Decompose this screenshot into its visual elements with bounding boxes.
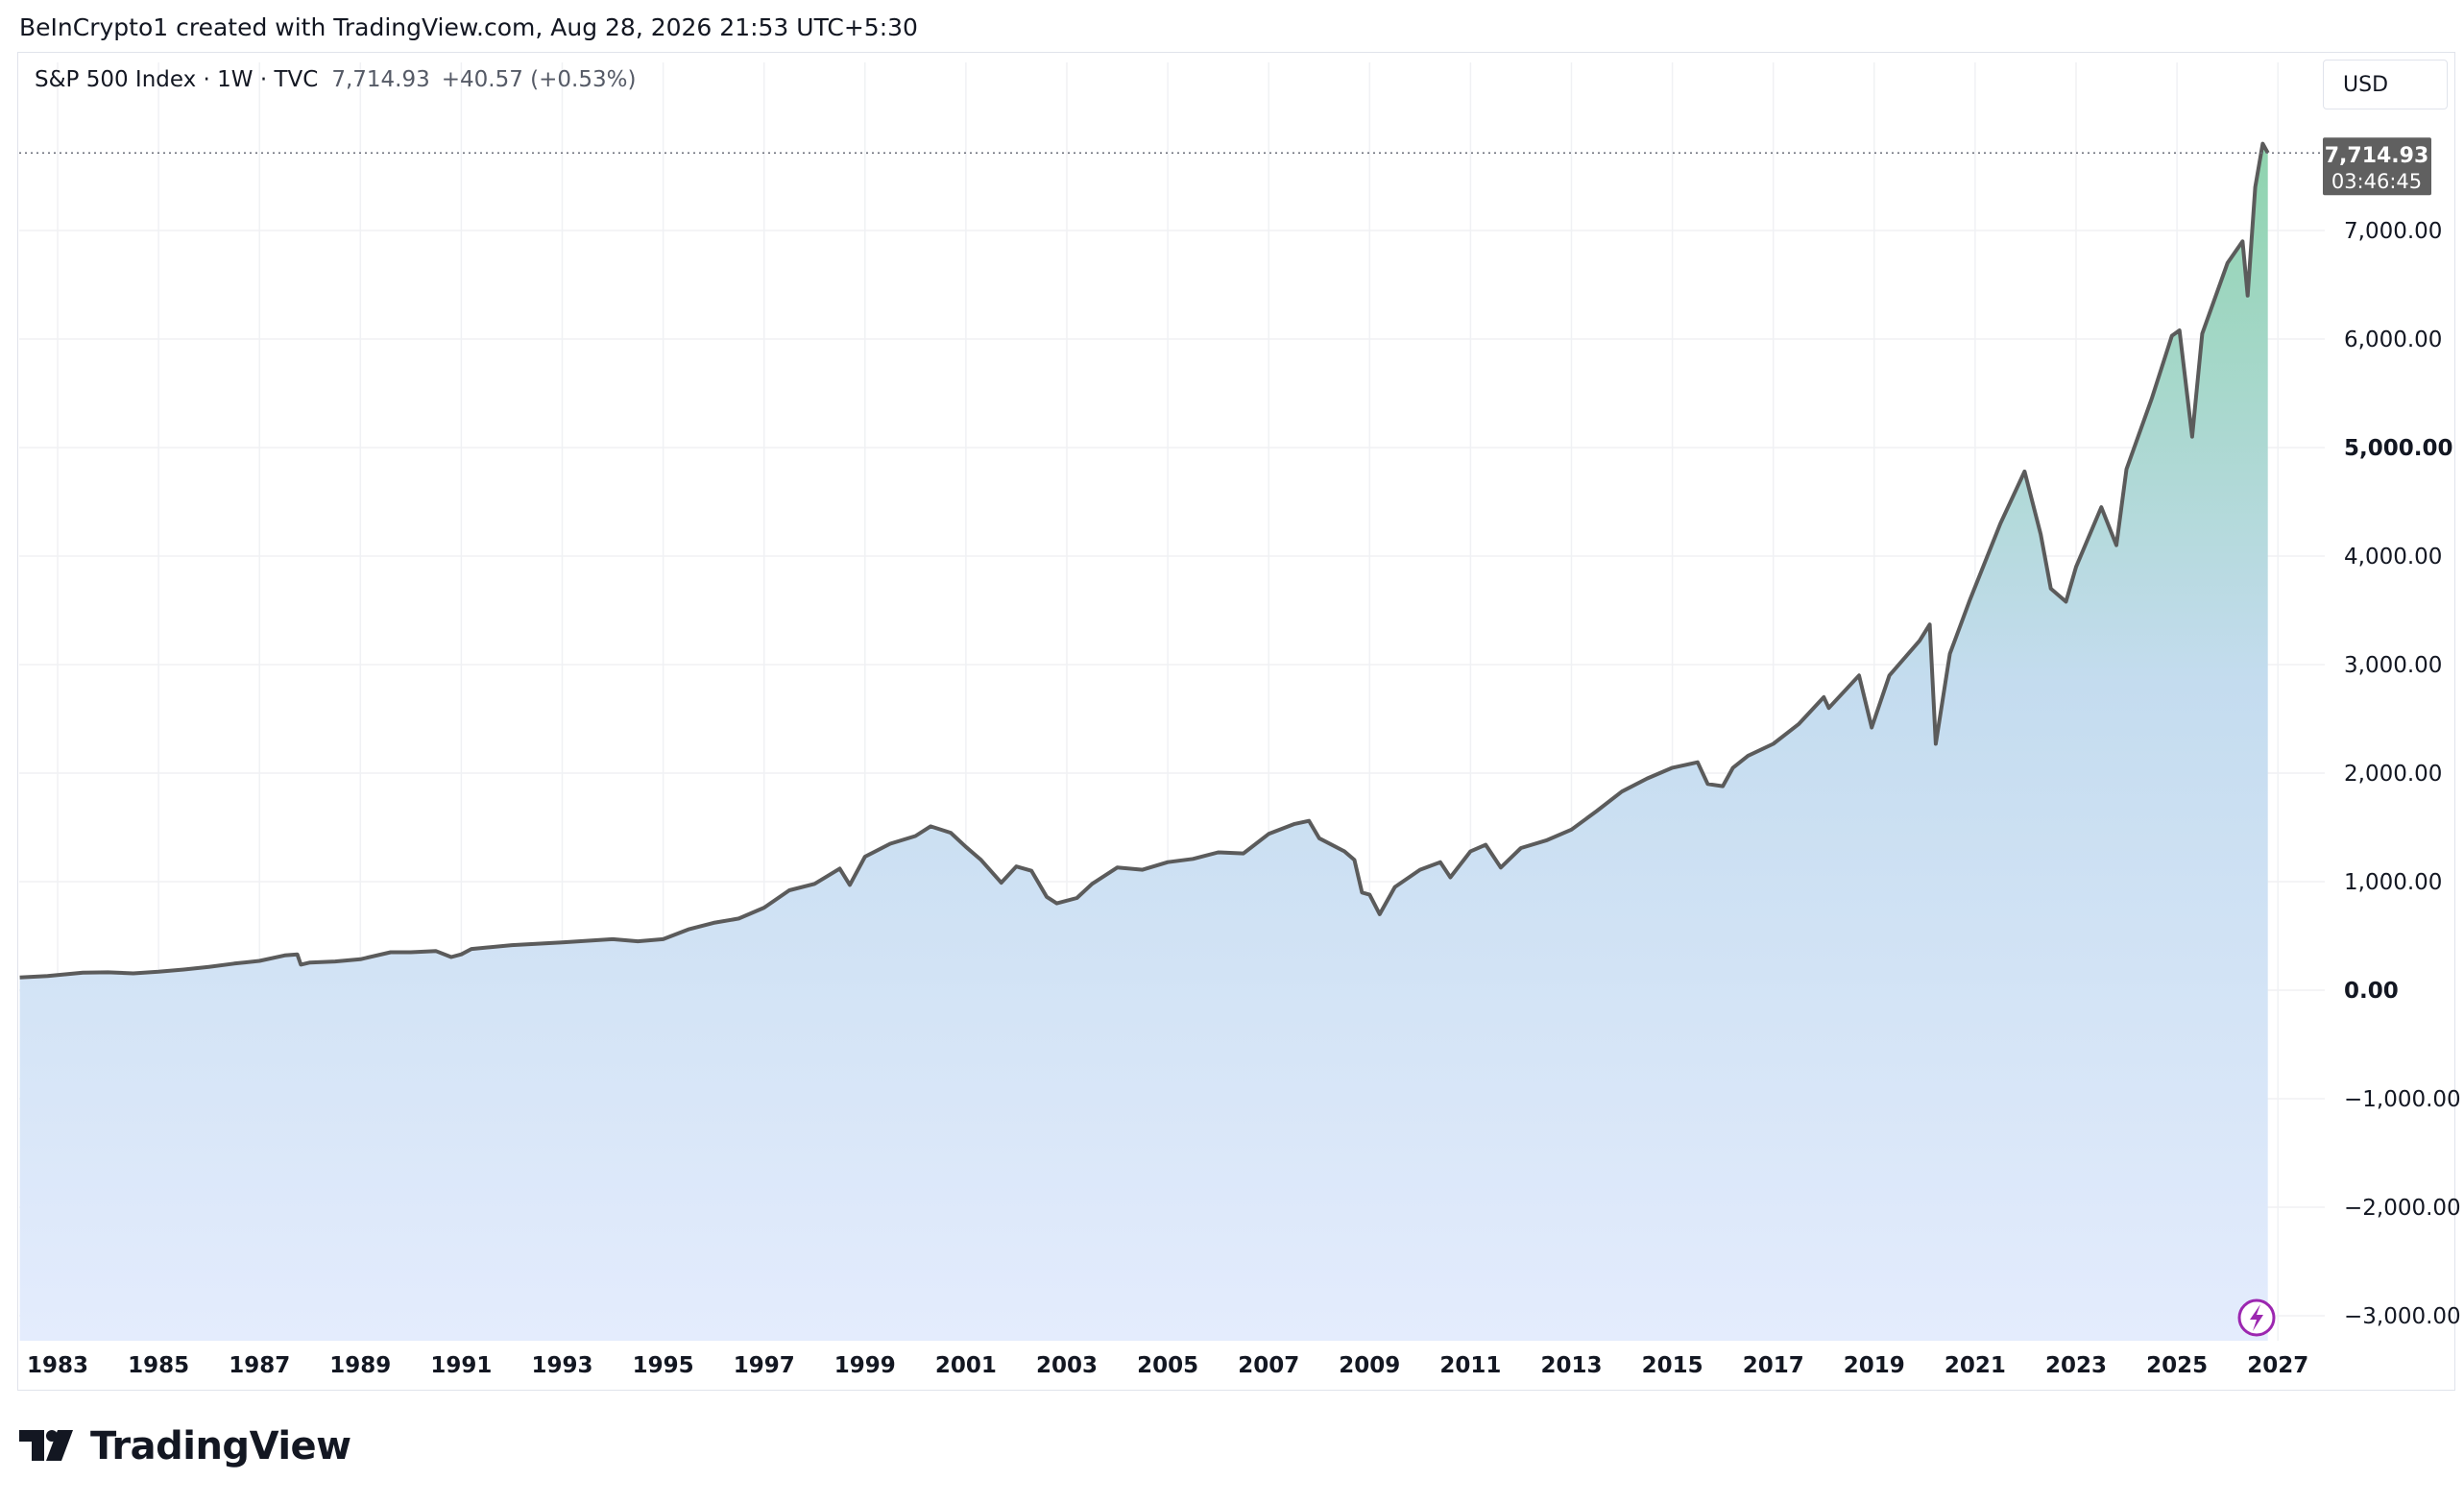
x-tick-label: 2003: [1036, 1353, 1098, 1378]
last-price: 7,714.93: [331, 67, 430, 92]
x-tick-label: 1995: [633, 1353, 694, 1378]
y-tick-label: 0.00: [2344, 979, 2399, 1004]
x-tick-label: 2017: [1743, 1353, 1804, 1378]
tradingview-logo-icon: [19, 1430, 73, 1461]
x-axis: 1983 1985 1987 1989 1991 1993 1995 1997 1999 2001…: [27, 1353, 2308, 1378]
x-tick-label: 1987: [229, 1353, 290, 1378]
price-tag-countdown: 03:46:45: [2331, 170, 2422, 193]
symbol-name: S&P 500 Index · 1W · TVC: [35, 67, 319, 92]
y-tick-label: 2,000.00: [2344, 762, 2442, 787]
x-tick-label: 1997: [734, 1353, 795, 1378]
x-tick-label: 2011: [1439, 1353, 1501, 1378]
x-tick-label: 2019: [1844, 1353, 1905, 1378]
currency-label: USD: [2343, 72, 2389, 97]
chart-attribution: BeInCrypto1 created with TradingView.com…: [19, 13, 918, 41]
x-tick-label: 1983: [27, 1353, 88, 1378]
y-tick-label: 3,000.00: [2344, 653, 2442, 678]
y-tick-label: 6,000.00: [2344, 327, 2442, 352]
symbol-header[interactable]: S&P 500 Index · 1W · TVC 7,714.93 +40.57 (…: [35, 67, 636, 92]
x-tick-label: 2013: [1540, 1353, 1602, 1378]
lightning-bolt-icon[interactable]: [2237, 1298, 2276, 1337]
y-axis: 7,000.00 6,000.00 5,000.00 4,000.00 3,000.00…: [2344, 219, 2461, 1329]
currency-button[interactable]: USD: [2323, 60, 2448, 109]
x-tick-label: 2023: [2045, 1353, 2107, 1378]
y-tick-label: −1,000.00: [2344, 1087, 2461, 1112]
x-tick-label: 1985: [128, 1353, 189, 1378]
x-tick-label: 1991: [430, 1353, 492, 1378]
x-tick-label: 2007: [1238, 1353, 1299, 1378]
x-tick-label: 2001: [935, 1353, 997, 1378]
chart-frame: [17, 52, 2455, 1391]
tradingview-wordmark: TradingView: [90, 1424, 351, 1468]
x-tick-label: 1989: [329, 1353, 391, 1378]
y-tick-label: 4,000.00: [2344, 545, 2442, 570]
x-tick-label: 1999: [834, 1353, 896, 1378]
x-tick-label: 2025: [2146, 1353, 2208, 1378]
tradingview-logo[interactable]: TradingView: [19, 1424, 351, 1468]
price-tag: [2323, 137, 2431, 196]
x-tick-label: 2009: [1339, 1353, 1400, 1378]
y-tick-label: 1,000.00: [2344, 870, 2442, 895]
area-fill: [19, 143, 2268, 1342]
y-tick-label: −2,000.00: [2344, 1196, 2461, 1221]
x-tick-label: 1993: [531, 1353, 592, 1378]
price-line: [19, 141, 2270, 980]
x-tick-label: 2015: [1642, 1353, 1703, 1378]
x-tick-label: 2005: [1137, 1353, 1198, 1378]
y-tick-label: 7,000.00: [2344, 219, 2442, 244]
y-tick-label: −3,000.00: [2344, 1304, 2461, 1329]
y-tick-label: 5,000.00: [2344, 436, 2453, 461]
x-tick-label: 2027: [2247, 1353, 2308, 1378]
area-layer: [19, 141, 2270, 1342]
price-tag-value: 7,714.93: [2325, 144, 2429, 168]
x-tick-label: 2021: [1945, 1353, 2006, 1378]
price-change: +40.57 (+0.53%): [441, 67, 637, 92]
